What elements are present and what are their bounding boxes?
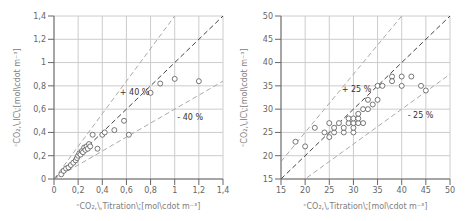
svg-text:0,8: 0,8 (144, 186, 157, 195)
svg-text:45: 45 (263, 35, 273, 44)
svg-text:0,2: 0,2 (33, 152, 46, 161)
svg-text:50: 50 (445, 186, 455, 195)
svg-text:ᶜCO₂,\,Titration\;[mol\cdot m⁻: ᶜCO₂,\,Titration\;[mol\cdot m⁻³] (77, 202, 201, 211)
svg-text:0,2: 0,2 (72, 186, 85, 195)
svg-text:ᶜCO₂,\,Titration\;[mol\cdot m⁻: ᶜCO₂,\,Titration\;[mol\cdot m⁻³] (304, 202, 428, 211)
svg-text:+ 25 %: + 25 % (342, 85, 372, 94)
svg-text:45: 45 (421, 186, 431, 195)
svg-text:- 40 %: - 40 % (177, 113, 203, 122)
svg-text:1: 1 (41, 58, 46, 67)
svg-text:20: 20 (263, 152, 273, 161)
svg-text:1,4: 1,4 (217, 186, 230, 195)
svg-text:30: 30 (348, 186, 358, 195)
svg-text:30: 30 (263, 105, 273, 114)
svg-text:1: 1 (172, 186, 177, 195)
svg-text:40: 40 (397, 186, 407, 195)
svg-text:1,4: 1,4 (33, 12, 46, 21)
svg-text:0,6: 0,6 (33, 105, 46, 114)
svg-text:50: 50 (263, 12, 273, 21)
svg-text:0,8: 0,8 (33, 82, 46, 91)
svg-text:25: 25 (263, 128, 273, 137)
svg-text:1,2: 1,2 (33, 35, 46, 44)
svg-text:20: 20 (300, 186, 310, 195)
svg-text:ᶜCO₂,\,IC\;[mol\cdot m⁻³]: ᶜCO₂,\,IC\;[mol\cdot m⁻³] (13, 48, 22, 146)
svg-text:0,4: 0,4 (33, 128, 46, 137)
svg-text:+ 40 %: + 40 % (120, 88, 150, 97)
svg-text:- 25 %: - 25 % (408, 111, 434, 120)
svg-text:0: 0 (41, 175, 46, 184)
svg-text:0,4: 0,4 (96, 186, 109, 195)
svg-text:40: 40 (263, 58, 273, 67)
svg-text:25: 25 (324, 186, 334, 195)
svg-text:0,6: 0,6 (120, 186, 133, 195)
svg-text:ᶜCO₂,\,IC\;[mol\cdot m⁻³]: ᶜCO₂,\,IC\;[mol\cdot m⁻³] (240, 48, 249, 146)
svg-text:35: 35 (263, 82, 273, 91)
svg-text:15: 15 (263, 175, 273, 184)
svg-text:1,2: 1,2 (192, 186, 205, 195)
svg-text:15: 15 (276, 186, 286, 195)
svg-text:35: 35 (372, 186, 382, 195)
svg-text:0: 0 (51, 186, 56, 195)
